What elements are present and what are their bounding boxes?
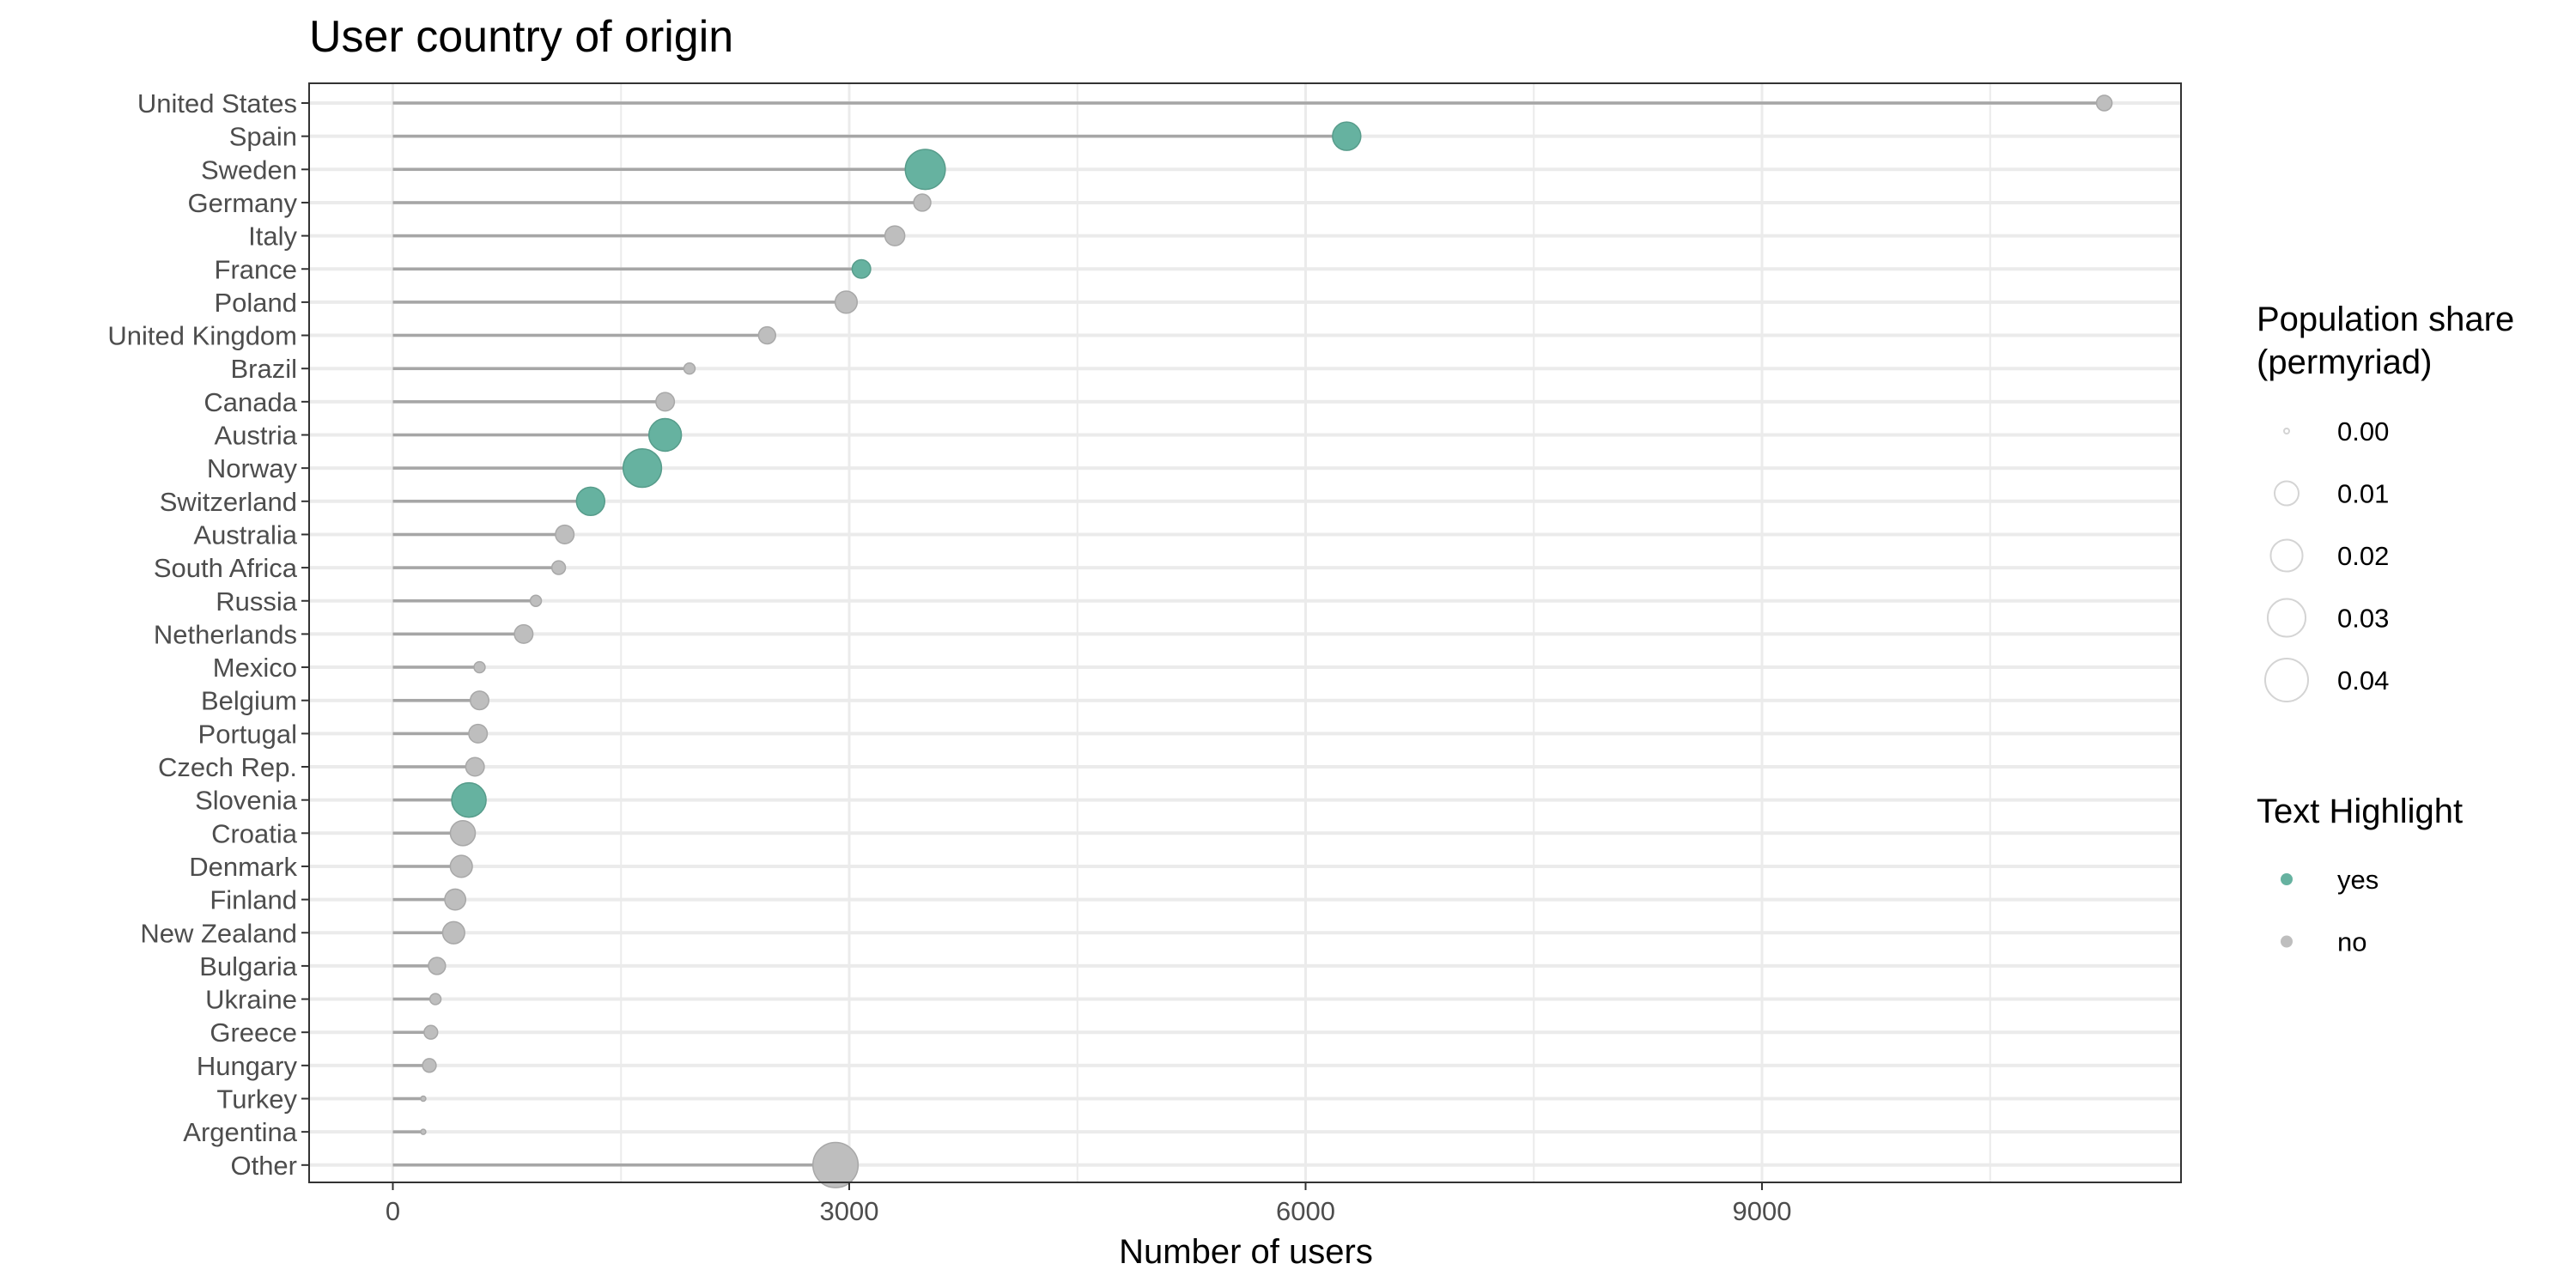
- data-point: [555, 524, 575, 544]
- y-tick-label: Turkey: [216, 1084, 297, 1115]
- data-point: [513, 623, 534, 644]
- y-tick-label: Czech Rep.: [158, 752, 297, 782]
- y-tick-label: Greece: [210, 1018, 297, 1048]
- data-point: [575, 486, 606, 517]
- data-point: [2095, 94, 2113, 112]
- data-point: [451, 781, 487, 818]
- size-legend-label: 0.01: [2337, 479, 2389, 509]
- y-tick-label: Belgium: [201, 686, 297, 716]
- y-tick-label: Spain: [229, 122, 297, 152]
- y-tick-label: Other: [230, 1151, 297, 1181]
- color-legend: Text Highlight yes no: [2257, 793, 2463, 957]
- y-tick-label: Norway: [207, 453, 298, 483]
- size-legend-label: 0.04: [2337, 665, 2389, 696]
- y-tick-label: Slovenia: [195, 786, 298, 816]
- y-tick-label: New Zealand: [140, 918, 297, 948]
- data-point: [428, 993, 442, 1005]
- y-tick-label: Russia: [216, 586, 298, 617]
- data-point: [683, 361, 696, 375]
- y-tick-label: Bulgaria: [199, 951, 297, 981]
- y-tick-label: Ukraine: [205, 985, 297, 1015]
- y-tick-label: Sweden: [201, 155, 297, 185]
- data-point: [449, 820, 477, 847]
- data-point: [851, 258, 872, 279]
- data-point: [473, 660, 486, 674]
- size-legend-key: [2266, 598, 2307, 638]
- y-tick-label: United States: [137, 88, 297, 118]
- x-tick-label: 3000: [820, 1196, 879, 1226]
- y-tick-label: Netherlands: [154, 619, 297, 649]
- size-legend-key: [2283, 428, 2290, 434]
- y-tick-label: Croatia: [211, 818, 298, 848]
- y-tick-label: Austria: [215, 421, 298, 451]
- data-point: [884, 225, 906, 246]
- x-tick-label: 0: [386, 1196, 400, 1226]
- y-tick-label: Brazil: [230, 354, 297, 384]
- color-legend-title: Text Highlight: [2257, 793, 2463, 830]
- data-point: [834, 290, 859, 314]
- size-legend-label: 0.03: [2337, 604, 2389, 634]
- data-point: [465, 756, 485, 777]
- size-legend-title: Population share: [2257, 301, 2514, 338]
- data-point: [757, 325, 777, 345]
- x-tick-label: 9000: [1733, 1196, 1792, 1226]
- data-point: [622, 448, 663, 489]
- y-tick-label: Poland: [214, 288, 297, 318]
- data-point: [529, 594, 543, 607]
- color-legend-label: no: [2337, 927, 2366, 957]
- data-point: [428, 957, 447, 975]
- color-legend-label: yes: [2337, 865, 2379, 895]
- y-tick-label: Switzerland: [160, 487, 297, 517]
- size-legend-key: [2269, 538, 2304, 573]
- y-tick-label: Finland: [210, 885, 297, 915]
- data-point: [468, 723, 489, 744]
- data-point: [420, 1128, 427, 1135]
- chart-title: User country of origin: [309, 12, 733, 62]
- plot-panel: [308, 82, 2182, 1188]
- y-tick-label: Canada: [204, 387, 297, 417]
- data-point: [469, 690, 490, 711]
- x-axis-title: Number of users: [1119, 1233, 1373, 1271]
- x-tick-label: 6000: [1276, 1196, 1335, 1226]
- color-legend-key: [2281, 873, 2293, 885]
- x-axis: 0 3000 6000 9000: [386, 1182, 1792, 1226]
- color-legend-key: [2281, 935, 2293, 948]
- y-tick-label: United Kingdom: [107, 321, 297, 351]
- data-point: [913, 193, 932, 212]
- data-point: [811, 1141, 860, 1188]
- data-point: [904, 149, 946, 191]
- data-point: [422, 1058, 437, 1073]
- data-point: [423, 1024, 439, 1040]
- data-point: [441, 920, 465, 945]
- y-tick-label: Mexico: [213, 653, 297, 683]
- y-tick-label: Portugal: [198, 719, 297, 749]
- y-tick-label: Germany: [188, 188, 298, 218]
- y-tick-label: Italy: [248, 222, 297, 252]
- y-tick-label: Denmark: [189, 852, 297, 882]
- y-tick-label: Australia: [193, 519, 297, 550]
- data-point: [420, 1095, 427, 1103]
- data-point: [655, 392, 676, 412]
- size-legend-title: (permyriad): [2257, 343, 2432, 381]
- size-legend-label: 0.02: [2337, 541, 2389, 571]
- y-tick-label: South Africa: [154, 553, 298, 583]
- size-legend-key: [2264, 658, 2309, 702]
- data-point: [550, 560, 567, 575]
- data-point: [1332, 121, 1362, 151]
- size-legend-label: 0.00: [2337, 416, 2389, 447]
- data-point: [647, 417, 683, 453]
- size-legend-key: [2274, 480, 2300, 507]
- panel-border: [308, 82, 2182, 1183]
- y-tick-label: Hungary: [197, 1051, 298, 1081]
- data-point: [444, 888, 467, 911]
- y-tick-label: Argentina: [183, 1117, 297, 1147]
- y-tick-label: France: [215, 254, 297, 284]
- size-legend: Population share (permyriad) 0.00 0.01 0.02 0…: [2257, 301, 2514, 702]
- data-point: [449, 854, 473, 878]
